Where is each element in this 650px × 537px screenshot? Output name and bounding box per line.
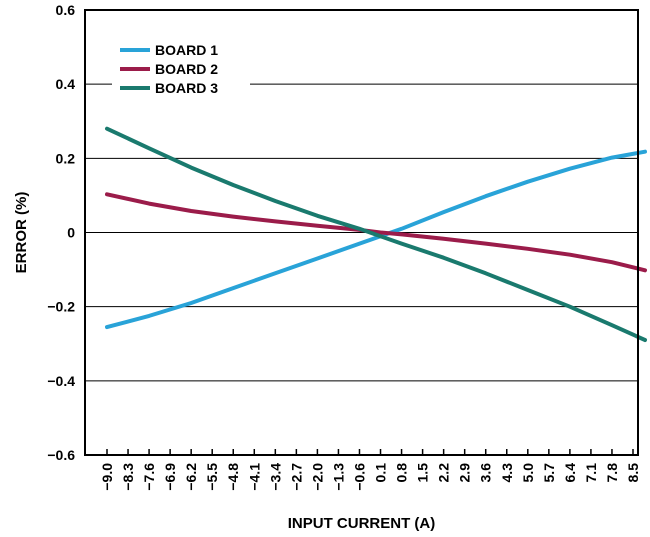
x-tick-label: 2.9 bbox=[457, 463, 473, 483]
y-tick-label: 0.4 bbox=[56, 76, 76, 92]
legend: BOARD 1 BOARD 2 BOARD 3 bbox=[112, 38, 250, 102]
x-tick-label: −7.6 bbox=[141, 463, 157, 491]
legend-label: BOARD 3 bbox=[155, 80, 218, 96]
x-tick-label: 5.7 bbox=[541, 463, 557, 483]
series-line-board-1 bbox=[105, 149, 647, 330]
x-tick-label: −2.0 bbox=[309, 463, 325, 491]
y-tick-label: 0.6 bbox=[56, 2, 76, 18]
x-tick-label: −6.9 bbox=[162, 463, 178, 491]
series-line-board-2 bbox=[105, 192, 647, 273]
y-tick-label: 0.2 bbox=[56, 150, 76, 166]
x-tick-label: 6.4 bbox=[562, 463, 578, 483]
series-lines bbox=[105, 126, 647, 342]
x-tick-label: −5.5 bbox=[204, 463, 220, 491]
x-tick-label: −3.4 bbox=[267, 463, 283, 491]
x-tick-label: 7.8 bbox=[604, 463, 620, 483]
x-tick-labels: −9.0 −8.3 −7.6 −6.9 −6.2 −5.5 −4.8 −4.1 −3.4 −2.7… bbox=[99, 449, 641, 491]
x-tick-label: 1.5 bbox=[415, 463, 431, 483]
x-tick-label: 7.1 bbox=[583, 463, 599, 483]
y-tick-label: −0.2 bbox=[47, 299, 75, 315]
y-axis-title: ERROR (%) bbox=[13, 192, 30, 274]
y-tick-label: 0 bbox=[67, 225, 75, 241]
y-tick-label: −0.4 bbox=[47, 373, 75, 389]
legend-label: BOARD 1 bbox=[155, 42, 218, 58]
legend-label: BOARD 2 bbox=[155, 61, 218, 77]
x-tick-label: −4.1 bbox=[246, 463, 262, 491]
y-tick-labels: 0.6 0.4 0.2 0 −0.2 −0.4 −0.6 bbox=[47, 2, 75, 463]
x-tick-label: 4.3 bbox=[499, 463, 515, 483]
x-axis-title: INPUT CURRENT (A) bbox=[288, 515, 436, 532]
x-tick-label: 0.1 bbox=[373, 463, 389, 483]
x-tick-label: −9.0 bbox=[99, 463, 115, 491]
x-tick-label: −0.6 bbox=[351, 463, 367, 491]
x-tick-label: −8.3 bbox=[120, 463, 136, 491]
x-tick-label: 8.5 bbox=[625, 463, 641, 483]
x-tick-label: 5.0 bbox=[520, 463, 536, 483]
x-tick-label: 2.2 bbox=[436, 463, 452, 483]
x-tick-label: −6.2 bbox=[183, 463, 199, 491]
series-line-board-3 bbox=[105, 126, 647, 342]
plot-frame bbox=[84, 9, 639, 456]
x-tick-label: 3.6 bbox=[478, 463, 494, 483]
y-tick-label: −0.6 bbox=[47, 447, 75, 463]
x-tick-label: −4.8 bbox=[225, 463, 241, 491]
x-tick-label: −1.3 bbox=[330, 463, 346, 491]
x-tick-label: −2.7 bbox=[288, 463, 304, 491]
x-tick-label: 0.8 bbox=[394, 463, 410, 483]
